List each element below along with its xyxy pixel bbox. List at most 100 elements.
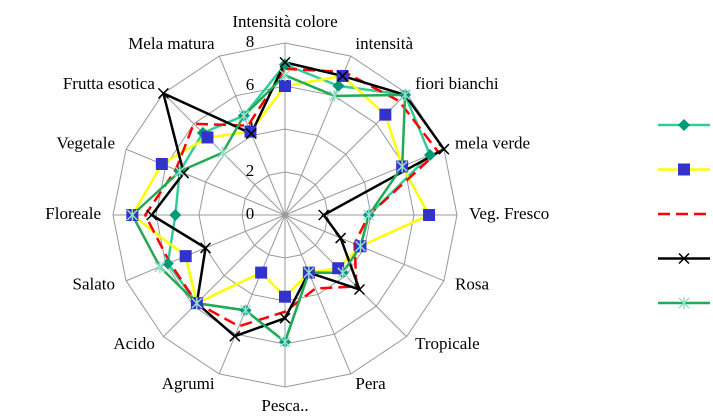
data-point xyxy=(279,335,291,348)
data-point xyxy=(337,70,349,82)
data-point xyxy=(363,209,375,221)
marker-shape xyxy=(353,283,366,296)
marker-shape xyxy=(201,131,214,144)
spoke xyxy=(284,148,445,216)
data-point xyxy=(279,312,291,324)
data-point xyxy=(335,232,347,244)
legend-marker xyxy=(678,297,690,309)
marker-shape xyxy=(155,157,168,170)
data-point xyxy=(201,131,214,144)
category-label: Intensità colore xyxy=(232,12,337,31)
data-point xyxy=(126,209,138,221)
marker-shape xyxy=(399,88,411,101)
data-point xyxy=(337,266,349,279)
data-point xyxy=(154,260,166,273)
data-point xyxy=(303,266,315,279)
data-point xyxy=(396,160,408,173)
marker-shape xyxy=(279,69,291,82)
category-label: Tropicale xyxy=(415,334,480,353)
category-label: Agrumi xyxy=(162,374,215,393)
data-point xyxy=(354,240,367,253)
category-label: Acido xyxy=(113,334,155,353)
marker-shape xyxy=(423,209,436,221)
marker-shape xyxy=(217,146,229,159)
marker-shape xyxy=(438,143,450,155)
marker-shape xyxy=(678,119,690,131)
marker-shape xyxy=(335,232,347,244)
data-point xyxy=(191,297,203,310)
data-point xyxy=(328,89,340,102)
spoke xyxy=(125,148,286,216)
marker-shape xyxy=(279,312,291,324)
marker-shape xyxy=(379,108,392,121)
data-point xyxy=(332,79,345,92)
marker-shape xyxy=(255,266,268,279)
marker-shape xyxy=(161,257,174,270)
data-point xyxy=(217,146,229,159)
data-point xyxy=(244,125,257,138)
category-label: Pesca.. xyxy=(261,396,308,415)
marker-shape xyxy=(245,128,257,140)
category-label: Rosa xyxy=(455,274,489,293)
data-point xyxy=(161,257,174,270)
data-point xyxy=(423,209,436,221)
data-point xyxy=(245,128,257,140)
marker-shape xyxy=(337,70,349,82)
marker-shape xyxy=(179,250,192,263)
marker-shape xyxy=(354,240,367,253)
legend-marker xyxy=(678,119,690,131)
marker-shape xyxy=(678,163,690,176)
data-point xyxy=(353,283,366,296)
marker-shape xyxy=(239,304,252,317)
category-label: Veg. Fresco xyxy=(469,204,549,223)
marker-shape xyxy=(146,209,158,221)
marker-shape xyxy=(332,79,345,92)
legend-marker xyxy=(678,163,690,176)
data-point xyxy=(157,87,169,99)
spoke xyxy=(218,214,286,375)
marker-shape xyxy=(191,297,203,310)
marker-shape xyxy=(279,80,291,92)
data-point xyxy=(379,108,392,121)
data-point xyxy=(424,148,437,161)
data-point xyxy=(174,165,186,178)
marker-shape xyxy=(279,58,291,71)
marker-shape xyxy=(363,209,375,221)
marker-shape xyxy=(244,125,257,138)
marker-shape xyxy=(279,335,291,348)
marker-shape xyxy=(229,330,241,342)
data-point xyxy=(318,209,330,221)
data-point xyxy=(155,157,168,170)
data-point xyxy=(279,80,291,92)
marker-shape xyxy=(337,266,349,279)
data-point xyxy=(438,143,450,155)
spoke xyxy=(163,214,286,337)
data-point xyxy=(169,209,182,221)
category-label: Floreale xyxy=(45,204,101,223)
data-point xyxy=(229,330,241,342)
data-point xyxy=(200,242,212,254)
marker-shape xyxy=(424,148,437,161)
marker-shape xyxy=(678,297,690,309)
category-label: Pera xyxy=(355,374,386,393)
r-tick-label: 6 xyxy=(246,75,255,94)
data-point xyxy=(239,304,252,317)
data-point xyxy=(179,250,192,263)
data-point xyxy=(255,266,268,279)
category-label: mela verde xyxy=(455,133,530,152)
marker-shape xyxy=(678,252,690,265)
marker-shape xyxy=(303,266,315,279)
r-tick-label: 0 xyxy=(246,204,255,223)
spoke xyxy=(284,214,352,375)
marker-shape xyxy=(200,242,212,254)
legend-marker xyxy=(678,252,690,265)
data-point xyxy=(279,56,291,68)
data-point xyxy=(399,88,411,101)
data-point xyxy=(279,69,291,82)
marker-shape xyxy=(154,260,166,273)
category-label: Salato xyxy=(73,274,116,293)
marker-shape xyxy=(169,209,182,221)
marker-shape xyxy=(126,209,138,221)
